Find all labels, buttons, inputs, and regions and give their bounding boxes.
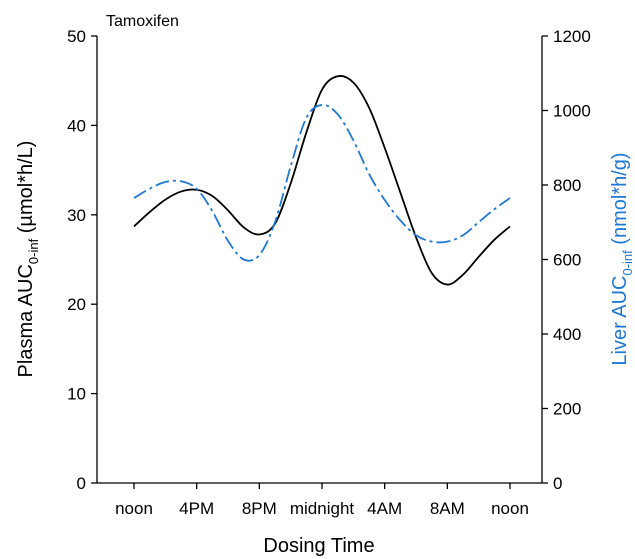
plasma-auc-line — [133, 75, 511, 286]
left-y-tick-label: 50 — [67, 27, 86, 46]
x-tick-label: 4AM — [367, 499, 402, 518]
left-y-tick-label: 0 — [77, 474, 86, 493]
left-y-axis-title: Plasma AUC0-inf (µmol*h/L) — [15, 141, 41, 378]
left-y-tick-label: 40 — [67, 116, 86, 135]
x-tick-label: midnight — [290, 499, 355, 518]
left-y-tick-label: 30 — [67, 206, 86, 225]
x-axis-title: Dosing Time — [263, 535, 374, 557]
tick-labels: 0 10 20 30 40 50 0 200 400 600 800 1000 1200 noon 4PM 8… — [67, 27, 591, 518]
right-y-tick-label: 400 — [553, 325, 581, 344]
chart-title: Tamoxifen — [106, 13, 179, 30]
right-y-tick-label: 200 — [553, 400, 581, 419]
right-y-tick-label: 0 — [553, 474, 562, 493]
right-y-tick-label: 600 — [553, 251, 581, 270]
liver-auc-line — [133, 103, 511, 262]
right-y-tick-label: 1200 — [553, 27, 591, 46]
x-tick-label: noon — [491, 499, 529, 518]
x-tick-label: noon — [115, 499, 153, 518]
right-y-tick-label: 1000 — [553, 102, 591, 121]
series-layer — [133, 75, 511, 286]
right-y-axis-title: Liver AUC0-inf (nmol*h/g) — [609, 152, 635, 365]
x-tick-label: 4PM — [179, 499, 214, 518]
right-y-tick-label: 800 — [553, 176, 581, 195]
x-tick-label: 8PM — [242, 499, 277, 518]
left-y-tick-label: 10 — [67, 385, 86, 404]
ticks — [91, 35, 548, 489]
left-y-tick-label: 20 — [67, 295, 86, 314]
x-tick-label: 8AM — [430, 499, 465, 518]
